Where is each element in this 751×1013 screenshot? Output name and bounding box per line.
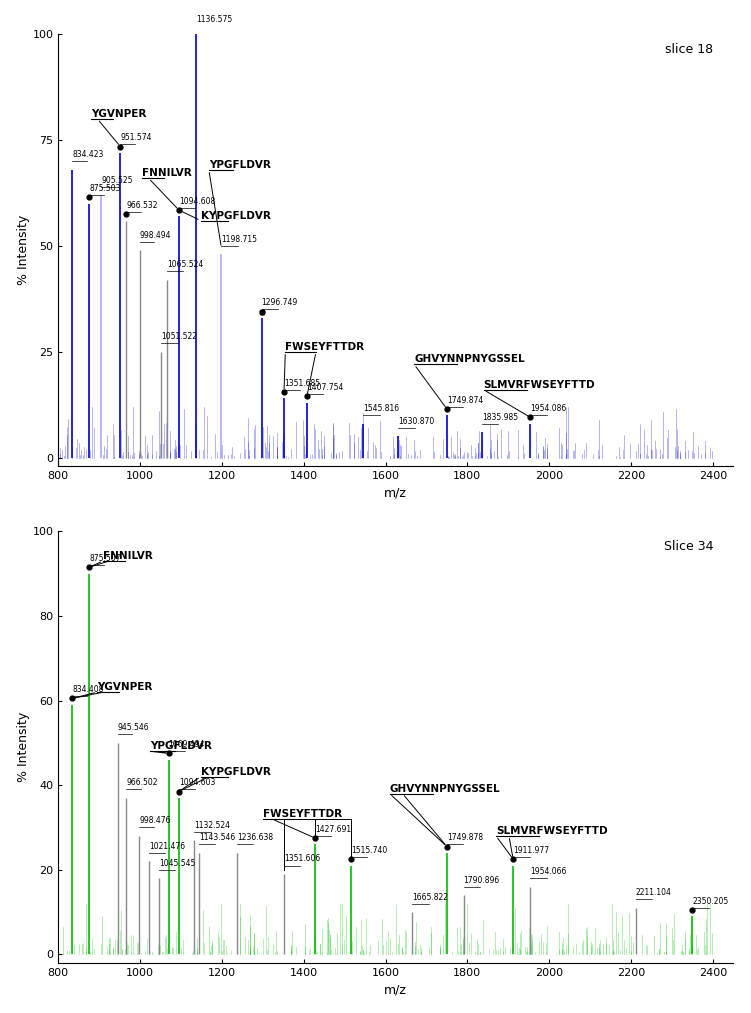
Text: 1630.870: 1630.870 bbox=[398, 416, 434, 425]
Text: 834.408: 834.408 bbox=[72, 685, 104, 694]
Text: YGVNPER: YGVNPER bbox=[97, 682, 152, 692]
Text: 1136.575: 1136.575 bbox=[196, 15, 232, 23]
Text: 1749.874: 1749.874 bbox=[447, 396, 483, 404]
Text: 2211.104: 2211.104 bbox=[635, 888, 671, 898]
Text: 945.546: 945.546 bbox=[118, 723, 149, 732]
Text: 1045.545: 1045.545 bbox=[158, 859, 195, 868]
Text: 2350.205: 2350.205 bbox=[692, 897, 728, 906]
Text: slice 18: slice 18 bbox=[665, 43, 713, 56]
Text: 1236.638: 1236.638 bbox=[237, 834, 273, 842]
Text: GHVYNNPNYGSSEL: GHVYNNPNYGSSEL bbox=[390, 784, 500, 793]
Text: FWSEYFTTDR: FWSEYFTTDR bbox=[263, 809, 342, 820]
Text: 1427.691: 1427.691 bbox=[315, 825, 351, 834]
Text: 1545.816: 1545.816 bbox=[363, 404, 400, 413]
Text: 966.532: 966.532 bbox=[126, 201, 158, 210]
Text: 998.476: 998.476 bbox=[140, 816, 171, 826]
Text: 875.503: 875.503 bbox=[89, 184, 121, 193]
Text: 1954.086: 1954.086 bbox=[530, 404, 567, 413]
Text: 1749.878: 1749.878 bbox=[447, 834, 483, 842]
Text: 1351.606: 1351.606 bbox=[284, 854, 320, 863]
Text: FNNILVR: FNNILVR bbox=[104, 551, 153, 561]
Text: FWSEYFTTDR: FWSEYFTTDR bbox=[285, 341, 364, 352]
Text: GHVYNNPNYGSSEL: GHVYNNPNYGSSEL bbox=[415, 355, 525, 365]
Text: 1515.740: 1515.740 bbox=[351, 846, 388, 855]
Text: Slice 34: Slice 34 bbox=[664, 540, 713, 553]
Text: 966.502: 966.502 bbox=[126, 778, 158, 787]
Text: 1094.608: 1094.608 bbox=[179, 197, 215, 206]
Text: KYPGFLDVR: KYPGFLDVR bbox=[201, 211, 270, 221]
Text: 1132.524: 1132.524 bbox=[195, 821, 231, 830]
Text: FNNILVR: FNNILVR bbox=[142, 168, 192, 178]
Y-axis label: % Intensity: % Intensity bbox=[17, 712, 30, 782]
Text: 905.525: 905.525 bbox=[101, 175, 133, 184]
Text: 1198.715: 1198.715 bbox=[222, 235, 258, 244]
Text: 998.494: 998.494 bbox=[140, 231, 171, 240]
Text: YGVNPER: YGVNPER bbox=[91, 109, 146, 119]
Text: 834.423: 834.423 bbox=[72, 150, 104, 159]
X-axis label: m/z: m/z bbox=[385, 984, 407, 997]
Text: 951.574: 951.574 bbox=[120, 134, 152, 142]
X-axis label: m/z: m/z bbox=[385, 486, 407, 499]
Text: 1094.603: 1094.603 bbox=[179, 778, 216, 787]
Text: 1351.685: 1351.685 bbox=[284, 379, 320, 388]
Text: SLMVRFWSEYFTTD: SLMVRFWSEYFTTD bbox=[496, 826, 608, 836]
Text: 1296.749: 1296.749 bbox=[261, 299, 297, 307]
Text: 1051.522: 1051.522 bbox=[161, 332, 198, 341]
Text: 1835.985: 1835.985 bbox=[482, 412, 518, 421]
Text: 1407.754: 1407.754 bbox=[307, 383, 343, 392]
Text: 1143.546: 1143.546 bbox=[199, 834, 235, 842]
Text: 1021.476: 1021.476 bbox=[149, 842, 185, 851]
Text: SLMVRFWSEYFTTD: SLMVRFWSEYFTTD bbox=[484, 380, 596, 390]
Y-axis label: % Intensity: % Intensity bbox=[17, 215, 30, 286]
Text: 1665.822: 1665.822 bbox=[412, 892, 448, 902]
Text: YPGFLDVR: YPGFLDVR bbox=[209, 160, 270, 170]
Text: 1065.524: 1065.524 bbox=[167, 260, 204, 269]
Text: YPGFLDVR: YPGFLDVR bbox=[150, 742, 213, 752]
Text: KYPGFLDVR: KYPGFLDVR bbox=[201, 767, 270, 777]
Text: 875.507: 875.507 bbox=[89, 554, 121, 563]
Text: 1069.494: 1069.494 bbox=[168, 741, 205, 750]
Text: 1790.896: 1790.896 bbox=[463, 875, 500, 884]
Text: 1954.066: 1954.066 bbox=[530, 867, 567, 876]
Text: 1911.977: 1911.977 bbox=[513, 846, 549, 855]
